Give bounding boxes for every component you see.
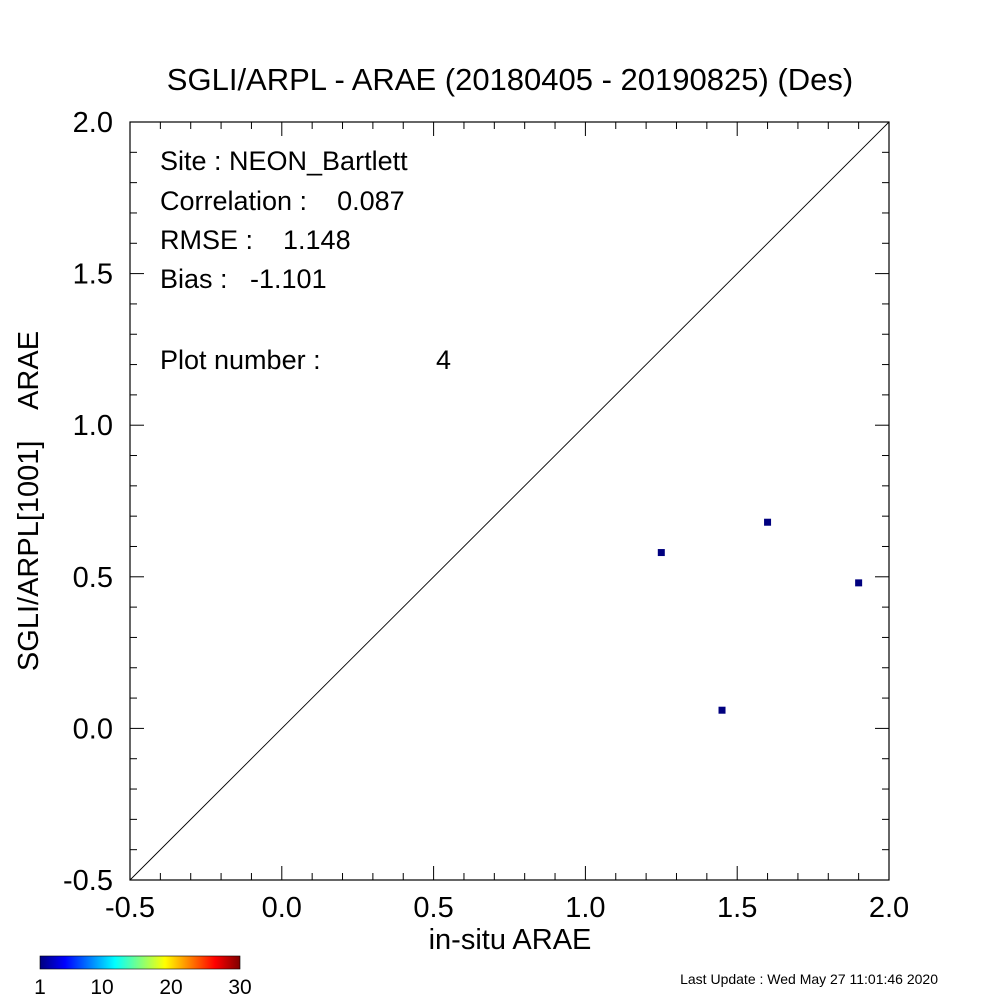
x-tick-label: 1.0 <box>565 892 605 924</box>
colorbar-tick-label: 20 <box>159 976 182 999</box>
y-tick-label: 1.0 <box>73 410 113 442</box>
data-point <box>718 706 726 714</box>
colorbar-ticks: 1 10 20 30 <box>34 976 252 999</box>
x-tick-label: 0.0 <box>262 892 302 924</box>
colorbar-tick-label: 10 <box>90 976 113 999</box>
one-to-one-line <box>129 121 890 881</box>
x-tick-label: -0.5 <box>105 892 155 924</box>
y-tick-label: -0.5 <box>63 865 113 897</box>
y-axis-label: SGLI/ARPL[1001] ARAE <box>13 331 45 671</box>
colorbar <box>39 955 241 970</box>
y-tick-label: 0.5 <box>73 562 113 594</box>
data-point <box>855 579 863 587</box>
rmse-text: RMSE : 1.148 <box>160 225 351 255</box>
y-tick-label: 1.5 <box>73 259 113 291</box>
site-text: Site : NEON_Bartlett <box>160 146 408 176</box>
colorbar-tick-label: 30 <box>228 976 251 999</box>
correlation-text: Correlation : 0.087 <box>160 186 405 216</box>
last-update-text: Last Update : Wed May 27 11:01:46 2020 <box>680 971 938 987</box>
plot-number-value: 4 <box>436 345 451 375</box>
x-tick-label: 0.5 <box>413 892 453 924</box>
chart-title: SGLI/ARPL - ARAE (20180405 - 20190825) (… <box>167 62 853 97</box>
x-axis-label: in-situ ARAE <box>429 924 592 956</box>
data-point <box>657 549 665 557</box>
plot-frame <box>129 121 890 881</box>
bias-text: Bias : -1.101 <box>160 264 327 294</box>
tick-labels: -0.5 0.0 0.5 1.0 1.5 2.0 -0.5 0.0 0.5 1.0 1.5 2.0 <box>63 107 909 924</box>
colorbar-tick-label: 1 <box>34 976 46 999</box>
x-tick-label: 1.5 <box>717 892 757 924</box>
data-points <box>657 518 863 714</box>
data-point <box>764 518 772 526</box>
plot-number-label: Plot number : <box>160 345 321 375</box>
y-tick-label: 0.0 <box>73 713 113 745</box>
stats-box: Site : NEON_Bartlett Correlation : 0.087… <box>160 146 451 375</box>
y-tick-label: 2.0 <box>73 107 113 139</box>
x-tick-label: 2.0 <box>869 892 909 924</box>
